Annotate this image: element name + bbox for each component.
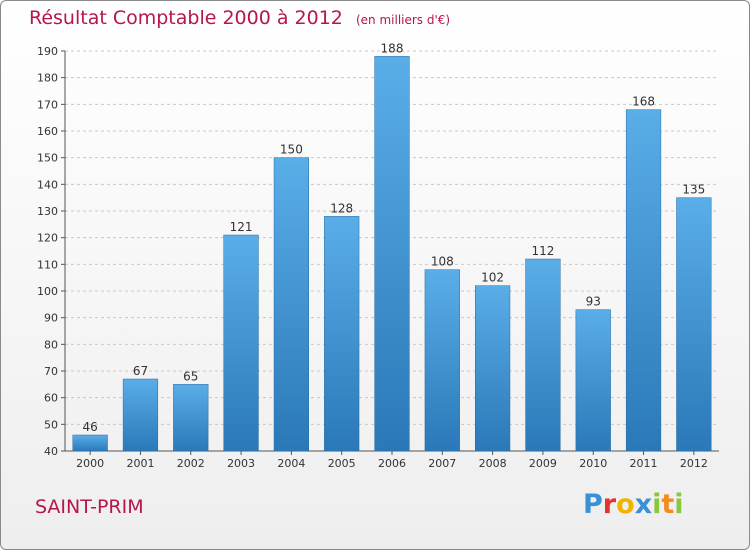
x-tick-label: 2000 [76, 457, 104, 470]
logo-letter: x [634, 489, 653, 520]
bar-value-label: 46 [83, 420, 98, 434]
y-tick-label: 170 [37, 98, 58, 111]
bar-value-label: 168 [632, 95, 655, 109]
y-tick-label: 50 [44, 418, 58, 431]
y-tick-label: 140 [37, 178, 58, 191]
y-tick-label: 60 [44, 392, 58, 405]
y-tick-label: 130 [37, 205, 58, 218]
y-tick-label: 100 [37, 285, 58, 298]
bar [173, 384, 209, 452]
x-tick-label: 2008 [479, 457, 507, 470]
x-tick-label: 2006 [378, 457, 406, 470]
proxiti-logo: Proxiti [583, 489, 684, 520]
x-tick-label: 2010 [579, 457, 607, 470]
y-tick-label: 180 [37, 72, 58, 85]
bar-value-label: 188 [381, 41, 404, 55]
y-tick-label: 150 [37, 152, 58, 165]
x-tick-label: 2001 [126, 457, 154, 470]
bar [72, 434, 108, 452]
bar-value-label: 121 [230, 220, 253, 234]
x-tick-label: 2011 [630, 457, 658, 470]
bar [374, 56, 410, 452]
city-name: SAINT-PRIM [35, 496, 144, 518]
y-tick-label: 90 [44, 312, 58, 325]
bar [475, 285, 511, 452]
y-tick-label: 120 [37, 232, 58, 245]
x-tick-label: 2004 [277, 457, 305, 470]
y-tick-label: 40 [44, 445, 58, 458]
bar [625, 109, 662, 452]
bar-value-label: 65 [183, 369, 198, 383]
bar-value-label: 102 [481, 271, 504, 285]
y-tick-label: 110 [37, 258, 58, 271]
y-tick-label: 80 [44, 338, 58, 351]
y-tick-label: 190 [37, 45, 58, 58]
bar [424, 269, 460, 452]
bar-value-label: 93 [586, 295, 601, 309]
y-tick-label: 160 [37, 125, 58, 138]
chart-title: Résultat Comptable 2000 à 2012 (en milli… [29, 7, 450, 29]
x-tick-label: 2012 [680, 457, 708, 470]
bar [324, 216, 360, 452]
logo-letter: i [652, 489, 662, 520]
x-tick-label: 2009 [529, 457, 557, 470]
y-tick-label: 70 [44, 365, 58, 378]
bar [575, 309, 611, 452]
logo-letter: i [674, 489, 684, 520]
bar-value-label: 128 [330, 201, 353, 215]
bar-value-label: 112 [531, 244, 554, 258]
logo-letter: o [616, 489, 635, 520]
x-tick-label: 2005 [328, 457, 356, 470]
logo-letter: P [583, 489, 603, 520]
bar-value-label: 150 [280, 143, 303, 157]
bar [525, 258, 561, 452]
x-tick-label: 2003 [227, 457, 255, 470]
bar [676, 197, 712, 452]
logo-letter: t [661, 489, 675, 520]
bar-value-label: 108 [431, 255, 454, 269]
x-tick-label: 2002 [177, 457, 205, 470]
chart-title-main: Résultat Comptable 2000 à 2012 [29, 7, 343, 29]
bar-value-label: 67 [133, 364, 148, 378]
chart-subtitle: (en milliers d'€) [355, 13, 451, 27]
bar-value-label: 135 [682, 183, 705, 197]
bar [273, 157, 309, 452]
logo-letter: r [602, 489, 617, 520]
bar [122, 378, 159, 452]
bar [223, 234, 259, 452]
x-tick-label: 2007 [428, 457, 456, 470]
